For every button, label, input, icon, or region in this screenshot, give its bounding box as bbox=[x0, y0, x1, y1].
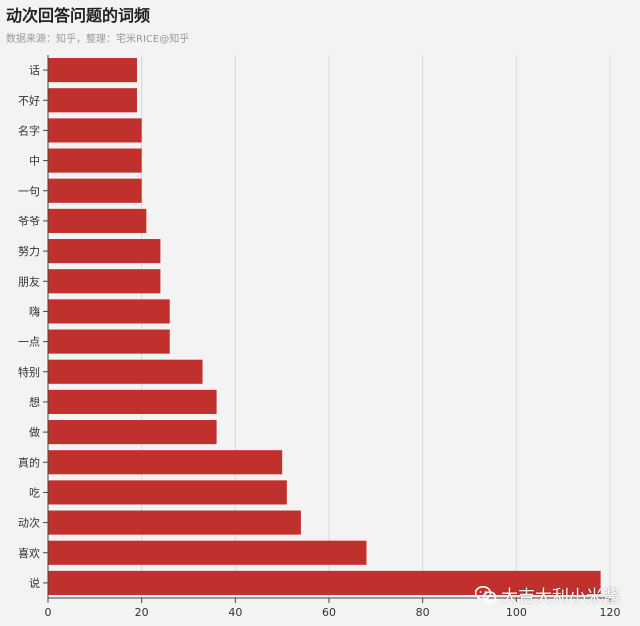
bar bbox=[48, 480, 287, 505]
chart-subtitle: 数据来源：知乎，整理：宅米RICE@知乎 bbox=[6, 34, 190, 45]
y-tick-label: 喜欢 bbox=[18, 546, 40, 560]
watermark-text: 大吉大利小米酱 bbox=[501, 587, 620, 607]
y-tick-label: 一点 bbox=[18, 336, 40, 349]
x-tick-label: 60 bbox=[322, 606, 336, 619]
x-axis-labels: 0 20 40 60 80 100 120 bbox=[45, 606, 621, 619]
chart-title: 动次回答问题的词频 bbox=[6, 6, 151, 25]
y-tick-label: 嗨 bbox=[29, 304, 40, 318]
grid-lines bbox=[141, 55, 611, 598]
bar bbox=[48, 239, 161, 264]
y-tick-label: 真的 bbox=[18, 455, 40, 469]
y-tick-label: 特别 bbox=[18, 365, 40, 379]
y-tick-label: 想 bbox=[29, 395, 40, 409]
y-tick-label: 吃 bbox=[29, 486, 40, 499]
x-tick-label: 120 bbox=[600, 606, 621, 619]
y-tick-label: 名字 bbox=[18, 123, 40, 137]
x-tick-label: 80 bbox=[416, 606, 430, 619]
bar bbox=[48, 299, 170, 324]
y-tick-label: 一句 bbox=[18, 185, 40, 198]
bar bbox=[48, 269, 161, 294]
bar bbox=[48, 389, 217, 414]
bar bbox=[48, 510, 301, 535]
y-tick-label: 动次 bbox=[18, 516, 40, 530]
bar bbox=[48, 450, 283, 475]
bar bbox=[48, 420, 217, 445]
bar bbox=[48, 329, 170, 354]
bar bbox=[48, 570, 601, 595]
bar bbox=[48, 88, 137, 113]
wechat-icon bbox=[475, 585, 497, 604]
y-tick-label: 努力 bbox=[18, 244, 40, 258]
y-tick-label: 中 bbox=[29, 155, 40, 168]
axes bbox=[43, 55, 611, 603]
y-tick-label: 爷爷 bbox=[18, 214, 40, 228]
bars bbox=[48, 58, 601, 595]
y-tick-label: 做 bbox=[29, 425, 40, 439]
bar bbox=[48, 118, 142, 143]
x-tick-label: 40 bbox=[228, 606, 242, 619]
watermark: 大吉大利小米酱 bbox=[475, 582, 620, 607]
x-tick-label: 100 bbox=[506, 606, 527, 619]
bar bbox=[48, 359, 203, 384]
bar bbox=[48, 148, 142, 173]
y-tick-label: 话 bbox=[29, 64, 40, 77]
bar bbox=[48, 178, 142, 203]
bar bbox=[48, 540, 367, 565]
y-tick-label: 说 bbox=[29, 576, 40, 590]
y-tick-label: 不好 bbox=[18, 93, 40, 107]
bar bbox=[48, 208, 147, 233]
bar bbox=[48, 58, 137, 83]
x-tick-label: 20 bbox=[135, 606, 149, 619]
y-tick-label: 朋友 bbox=[18, 274, 40, 288]
x-tick-label: 0 bbox=[45, 606, 52, 619]
